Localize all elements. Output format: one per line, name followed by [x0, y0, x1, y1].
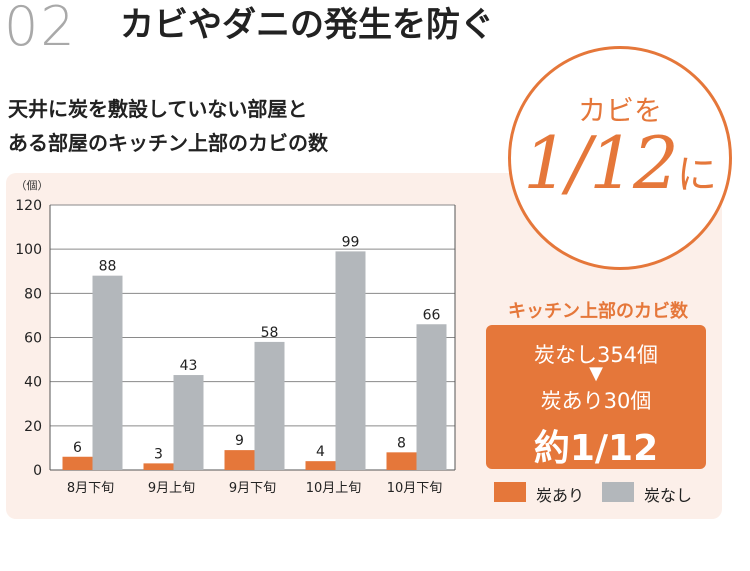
data-label: 9 [235, 433, 244, 449]
bar-with-charcoal [386, 452, 417, 470]
chart-title: 天井に炭を敷設していない部屋と ある部屋のキッチン上部のカビの数 [8, 92, 328, 160]
badge-main-text: 1/12に [511, 127, 729, 199]
badge-suffix: に [676, 152, 717, 198]
section-title: カビやダニの発生を防ぐ [120, 5, 494, 45]
y-tick-label: 20 [24, 419, 42, 435]
data-label: 6 [73, 440, 82, 456]
data-label: 4 [316, 444, 325, 460]
data-label: 99 [342, 234, 360, 250]
data-label: 58 [261, 325, 279, 341]
bar-with-charcoal [305, 461, 336, 470]
data-label: 66 [423, 307, 441, 323]
data-label: 8 [397, 435, 406, 451]
chart-title-line2: ある部屋のキッチン上部のカビの数 [8, 131, 328, 155]
bar-without-charcoal [335, 251, 366, 470]
y-tick-label: 80 [24, 286, 42, 302]
x-tick-label: 9月下旬 [229, 481, 276, 496]
bar-chart: （個） 0 20 40 60 80 100 120 6 88 8月下旬 3 43 9月上旬 9 58 9月下旬 4… [15, 179, 456, 496]
bar-without-charcoal [416, 324, 447, 470]
y-tick-label: 40 [24, 375, 42, 391]
y-unit-label: （個） [16, 179, 49, 192]
section-number: 02 [4, 0, 77, 58]
summary-without-charcoal: 炭なし354個 [533, 343, 659, 367]
legend-swatch-with-charcoal [494, 482, 526, 502]
x-tick-label: 10月上旬 [306, 481, 362, 496]
summary-box: 炭なし354個 ▼ 炭あり30個 約1/12 [486, 325, 706, 469]
legend-swatch-without-charcoal [602, 482, 634, 502]
result-badge: カビを 1/12に [508, 46, 732, 270]
bar-without-charcoal [173, 375, 204, 470]
bar-with-charcoal [143, 463, 174, 470]
y-tick-label: 100 [15, 242, 42, 258]
legend-label-without-charcoal: 炭なし [644, 486, 693, 505]
summary-title: キッチン上部のカビ数 [508, 301, 688, 322]
summary-ratio: 約1/12 [533, 428, 659, 469]
down-arrow-icon: ▼ [589, 363, 603, 384]
x-tick-label: 9月上旬 [148, 481, 195, 496]
y-tick-label: 60 [24, 331, 42, 347]
bar-with-charcoal [62, 456, 93, 470]
data-label: 3 [154, 446, 163, 462]
chart-title-line1: 天井に炭を敷設していない部屋と [8, 97, 308, 121]
x-tick-label: 8月下旬 [67, 481, 114, 496]
legend-label-with-charcoal: 炭あり [536, 486, 585, 505]
bar-without-charcoal [92, 275, 123, 470]
bar-with-charcoal [224, 450, 255, 470]
badge-top-text: カビを [577, 94, 662, 127]
x-tick-label: 10月下旬 [387, 481, 443, 496]
badge-ratio: 1/12 [523, 121, 679, 205]
summary-with-charcoal: 炭あり30個 [540, 389, 652, 413]
data-label: 43 [180, 358, 198, 374]
data-label: 88 [99, 259, 117, 275]
y-tick-label: 0 [33, 463, 42, 479]
y-tick-label: 120 [15, 198, 42, 214]
bar-without-charcoal [254, 341, 285, 470]
